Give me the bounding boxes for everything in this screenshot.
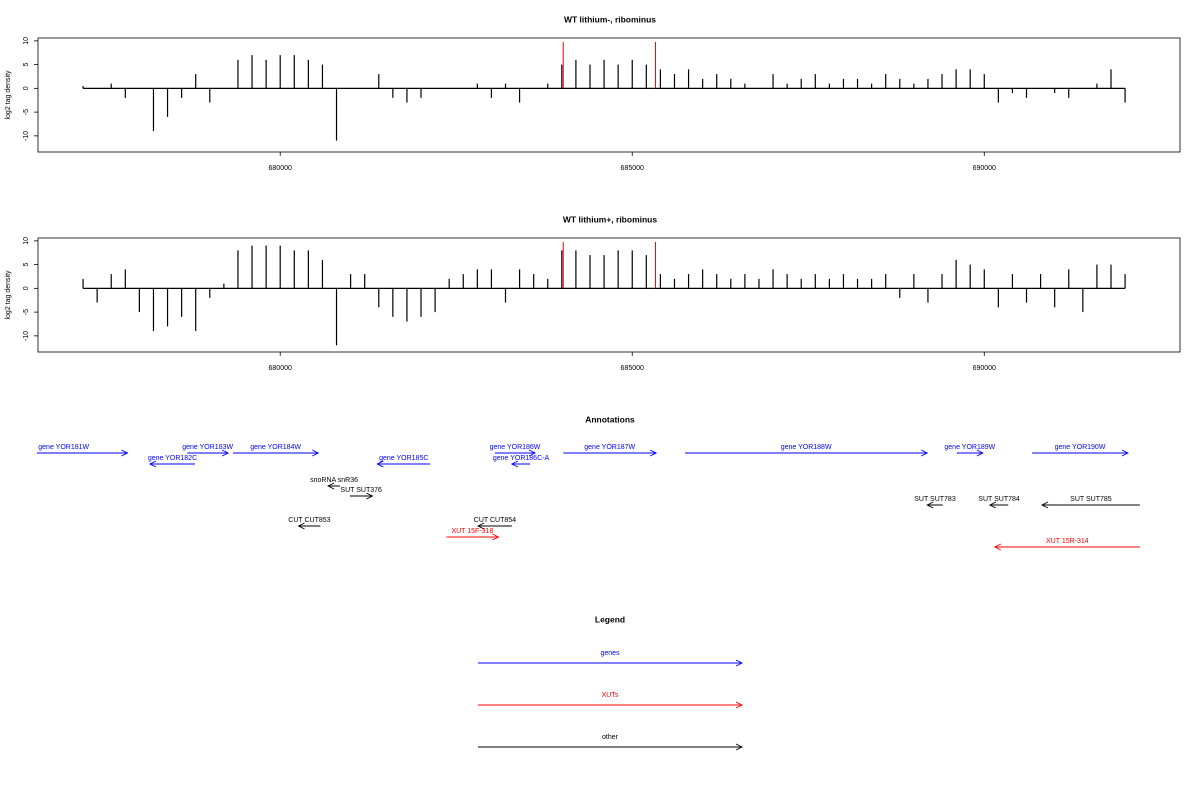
legend-label: other	[602, 734, 619, 741]
feature-label: XUT 15F-318	[451, 528, 493, 535]
feature-label: gene YOR186W	[490, 444, 541, 451]
feature-label: gene YOR187W	[584, 444, 635, 451]
feature-arrow	[148, 460, 196, 468]
feature-label: CUT CUT853	[288, 517, 330, 524]
x-tick-label: 685000	[621, 365, 644, 372]
feature-label: gene YOR183W	[182, 444, 233, 451]
x-tick-label: 690000	[973, 365, 996, 372]
feature-arrow	[233, 449, 320, 457]
x-tick-label: 690000	[973, 165, 996, 172]
y-tick-label: 5	[23, 63, 30, 67]
feature-arrow	[685, 449, 929, 457]
annotation-track: gene YOR181W gene YOR182C gene YOR183W gene…	[37, 444, 1140, 551]
feature-label: SUT SUT376	[340, 487, 382, 494]
chart-title: WT lithium+, ribominus	[563, 214, 657, 224]
x-tick-label: 685000	[621, 165, 644, 172]
feature-arrow	[376, 460, 431, 468]
feature-arrow	[37, 449, 129, 457]
y-tick-label: 10	[23, 237, 30, 245]
x-tick-label: 680000	[269, 165, 292, 172]
feature-label: gene YOR188W	[781, 444, 832, 451]
feature-arrow	[988, 501, 1009, 509]
feature-label: gene YOR190W	[1055, 444, 1106, 451]
y-tick-label: -10	[23, 331, 30, 341]
feature-label: SUT SUT783	[914, 496, 956, 503]
y-tick-label: 5	[23, 263, 30, 267]
feature-arrow	[477, 522, 512, 530]
feature-arrow	[349, 492, 374, 500]
feature-arrow	[446, 533, 500, 541]
y-axis-label: log2 tag density	[5, 270, 12, 320]
feature-arrow	[1040, 501, 1140, 509]
feature-label: gene YOR182C	[148, 455, 197, 462]
y-tick-label: 0	[23, 86, 30, 90]
legend-title: Legend	[595, 614, 625, 624]
y-tick-label: -10	[23, 131, 30, 141]
feature-label: gene YOR186C-A	[493, 455, 550, 462]
feature-arrow	[327, 482, 341, 490]
x-tick-label: 680000	[269, 365, 292, 372]
feature-arrow	[563, 449, 658, 457]
feature-label: gene YOR184W	[250, 444, 301, 451]
y-tick-label: 0	[23, 286, 30, 290]
legend-label: genes	[600, 650, 620, 657]
chart-title: WT lithium-, ribominus	[564, 14, 656, 24]
feature-label: snoRNA snR36	[310, 477, 358, 484]
feature-label: CUT CUT854	[474, 517, 516, 524]
y-tick-label: 10	[23, 37, 30, 45]
y-axis-label: log2 tag density	[5, 70, 12, 120]
legend-arrow	[478, 659, 744, 667]
feature-label: gene YOR185C	[379, 455, 428, 462]
feature-arrow	[187, 449, 230, 457]
feature-label: SUT SUT785	[1070, 496, 1112, 503]
y-tick-label: -5	[23, 109, 30, 115]
legend-label: XUTs	[602, 692, 619, 699]
feature-label: gene YOR189W	[944, 444, 995, 451]
feature-arrow	[510, 460, 531, 468]
feature-arrow	[297, 522, 321, 530]
feature-label: XUT 15R-314	[1046, 538, 1089, 545]
feature-arrow	[993, 543, 1140, 551]
feature-label: SUT SUT784	[978, 496, 1020, 503]
legend-arrow	[478, 743, 744, 751]
legend-arrow	[478, 701, 744, 709]
y-tick-label: -5	[23, 309, 30, 315]
plot-frame	[37, 37, 1181, 153]
annotations-title: Annotations	[585, 414, 635, 424]
feature-arrow	[926, 501, 943, 509]
feature-arrow	[1032, 449, 1129, 457]
feature-label: gene YOR181W	[38, 444, 89, 451]
feature-arrow	[494, 449, 537, 457]
plot-frame	[37, 237, 1181, 353]
feature-arrow	[956, 449, 984, 457]
